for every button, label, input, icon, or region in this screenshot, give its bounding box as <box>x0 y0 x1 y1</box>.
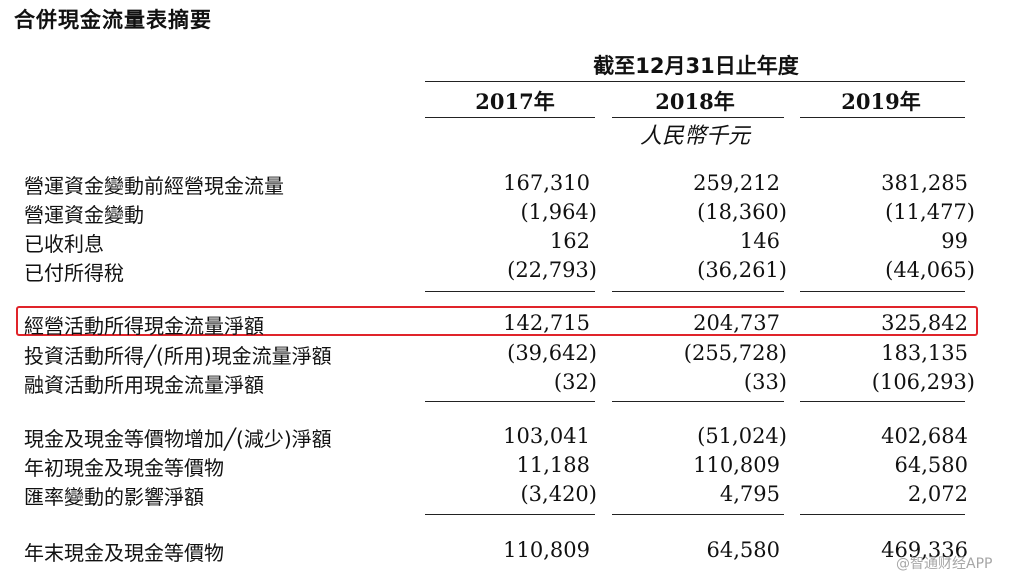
highlight-box <box>16 306 978 336</box>
currency-unit: 人民幣千元 <box>639 124 750 149</box>
value-2019: 64,580 <box>894 453 968 477</box>
year-underline-2018 <box>612 117 784 118</box>
row-label: 營運資金變動 <box>24 203 144 227</box>
value-2019: 402,684 <box>881 424 968 448</box>
value-2018: 259,212 <box>693 171 780 195</box>
value-2017: 103,041 <box>503 424 590 448</box>
value-2019: 325,842 <box>881 311 968 335</box>
row-label: 投資活動所得╱(所用)現金流量淨額 <box>24 344 332 368</box>
value-2019: 381,285 <box>881 171 968 195</box>
row-label: 已收利息 <box>24 232 104 256</box>
value-2017: (39,642) <box>507 341 597 365</box>
value-2018: (255,728) <box>683 341 787 365</box>
row-label: 匯率變動的影響淨額 <box>24 485 204 509</box>
value-2017: 110,809 <box>503 538 590 562</box>
value-2018: 64,580 <box>706 538 780 562</box>
year-2018-header: 2018年 <box>655 89 735 114</box>
value-2019: (106,293) <box>871 370 975 394</box>
row-label: 已付所得稅 <box>24 261 124 285</box>
row-label: 經營活動所得現金流量淨額 <box>24 314 264 338</box>
value-2018: 110,809 <box>693 453 780 477</box>
year-2019-header: 2019年 <box>841 89 921 114</box>
total-line-2018 <box>612 514 784 515</box>
subtotal-line-2019 <box>800 401 965 402</box>
row-label: 年初現金及現金等價物 <box>24 456 224 480</box>
row-label: 融資活動所用現金流量淨額 <box>24 373 264 397</box>
value-2017: 142,715 <box>503 311 590 335</box>
value-2019: 469,336 <box>881 538 968 562</box>
value-2019: 183,135 <box>881 341 968 365</box>
value-2017: (1,964) <box>520 200 597 224</box>
year-underline-2017 <box>425 117 595 118</box>
subtotal-line-2017 <box>425 401 595 402</box>
value-2019: (44,065) <box>885 258 975 282</box>
row-label: 營運資金變動前經營現金流量 <box>24 174 284 198</box>
value-2017: 162 <box>549 229 590 253</box>
value-2019: 99 <box>941 229 968 253</box>
value-2018: (36,261) <box>697 258 787 282</box>
subtotal-line-2018 <box>612 291 784 292</box>
watermark-text: @智通财经APP <box>896 556 993 572</box>
value-2017: (3,420) <box>520 482 597 506</box>
row-label: 現金及現金等價物增加╱(減少)淨額 <box>24 427 332 451</box>
period-underline <box>425 81 965 82</box>
value-2018: 146 <box>739 229 780 253</box>
year-2017-header: 2017年 <box>475 89 555 114</box>
value-2019: (11,477) <box>885 200 975 224</box>
row-label: 年末現金及現金等價物 <box>24 541 224 565</box>
year-underline-2019 <box>800 117 965 118</box>
page-title: 合併現金流量表摘要 <box>14 8 212 32</box>
subtotal-line-2018 <box>612 401 784 402</box>
value-2017: 11,188 <box>516 453 590 477</box>
value-2018: 204,737 <box>693 311 780 335</box>
value-2018: (33) <box>743 370 787 394</box>
subtotal-line-2019 <box>800 291 965 292</box>
value-2018: 4,795 <box>719 482 780 506</box>
period-header: 截至12月31日止年度 <box>593 54 799 78</box>
value-2018: (18,360) <box>697 200 787 224</box>
total-line-2019 <box>800 514 965 515</box>
value-2017: (22,793) <box>507 258 597 282</box>
total-line-2017 <box>425 514 595 515</box>
value-2018: (51,024) <box>697 424 787 448</box>
value-2019: 2,072 <box>907 482 968 506</box>
subtotal-line-2017 <box>425 291 595 292</box>
value-2017: 167,310 <box>503 171 590 195</box>
value-2017: (32) <box>553 370 597 394</box>
